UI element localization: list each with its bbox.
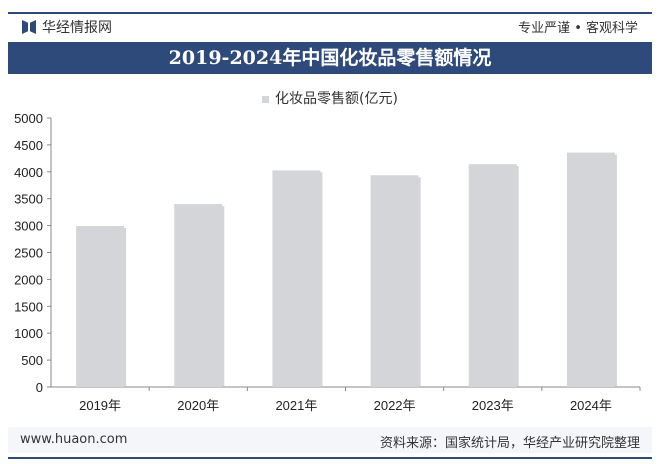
brand-name: 华经情报网: [42, 20, 112, 36]
y-tick-label: 2000: [14, 272, 43, 287]
x-tick-label: 2024年: [570, 398, 612, 413]
x-tick-label: 2023年: [472, 398, 514, 413]
bar-2020年: [174, 204, 223, 387]
x-tick-label: 2020年: [177, 398, 219, 413]
bar-2019年: [76, 226, 125, 387]
top-divider: [8, 12, 652, 14]
y-tick-label: 4000: [14, 165, 43, 180]
footer: www.huaon.com 资料来源：国家统计局，华经产业研究院整理: [8, 427, 652, 453]
y-tick-label: 2500: [14, 246, 43, 261]
bar-2022年: [370, 175, 419, 387]
y-tick-label: 3000: [14, 219, 43, 234]
y-tick-label: 3500: [14, 192, 43, 207]
slogan: 专业严谨 • 客观科学: [518, 21, 638, 36]
x-tick-label: 2022年: [374, 398, 416, 413]
bottom-divider: [8, 457, 652, 459]
legend-swatch: [262, 95, 270, 103]
bar-2024年: [566, 152, 615, 387]
y-tick-label: 1500: [14, 299, 43, 314]
y-tick-label: 0: [36, 380, 43, 395]
y-tick-label: 4500: [14, 138, 43, 153]
y-tick-label: 500: [21, 353, 43, 368]
bar-2021年: [272, 170, 321, 387]
website-link[interactable]: www.huaon.com: [20, 432, 128, 447]
y-tick-label: 1000: [14, 326, 43, 341]
x-tick-label: 2019年: [79, 398, 121, 413]
y-tick-label: 5000: [14, 111, 43, 126]
legend-label: 化妆品零售额(亿元): [275, 91, 398, 107]
brand: 华经情报网: [22, 17, 112, 37]
x-tick-label: 2021年: [275, 398, 317, 413]
bar-2023年: [468, 164, 517, 387]
legend: 化妆品零售额(亿元): [0, 88, 660, 108]
source-note: 资料来源：国家统计局，华经产业研究院整理: [379, 436, 640, 451]
chart-title: 2019-2024年中国化妆品零售额情况: [8, 42, 652, 74]
